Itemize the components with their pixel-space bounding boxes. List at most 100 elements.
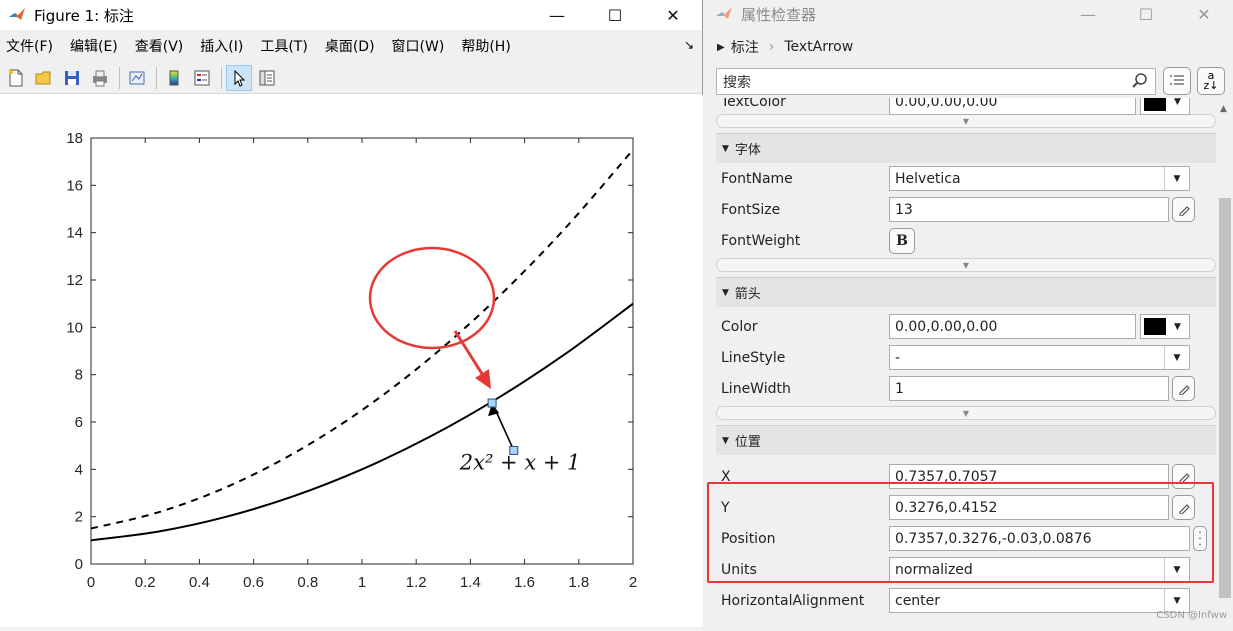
section-font[interactable]: ▼ 字体	[716, 133, 1216, 163]
y-field[interactable]: 0.3276,0.4152	[889, 495, 1169, 520]
linewidth-field[interactable]: 1	[889, 376, 1169, 401]
x-tick-label: 0	[87, 574, 95, 591]
property-row-y: Y 0.3276,0.4152	[716, 492, 1216, 523]
units-dropdown[interactable]: normalized ▼	[889, 557, 1190, 582]
figure-window: Figure 1: 标注 — ☐ ✕ 文件(F) 编辑(E) 查看(V) 插入(…	[0, 0, 703, 627]
textcolor-field[interactable]: 0.00,0.00,0.00	[889, 98, 1136, 115]
color-field[interactable]: 0.00,0.00,0.00	[889, 314, 1136, 339]
property-label: LineWidth	[721, 380, 791, 397]
group-view-button[interactable]	[1163, 67, 1191, 95]
expand-more-button[interactable]: ▼	[716, 258, 1216, 272]
dropdown-arrow-icon[interactable]: ▼	[1164, 167, 1189, 190]
section-arrow[interactable]: ▼ 箭头	[716, 277, 1216, 307]
inspector-scrollbar[interactable]: ▲	[1216, 98, 1233, 627]
fontname-dropdown[interactable]: Helvetica ▼	[889, 166, 1190, 191]
chevron-right-icon: ›	[768, 39, 775, 55]
menu-insert[interactable]: 插入(I)	[200, 39, 244, 55]
dock-arrow-icon[interactable]: ↘	[683, 38, 694, 52]
property-label: FontName	[721, 170, 793, 187]
textcolor-swatch[interactable]: ▼	[1140, 98, 1190, 115]
breadcrumb-item-textarrow[interactable]: TextArrow	[784, 39, 854, 55]
minimize-button[interactable]: —	[549, 5, 565, 25]
expand-more-button[interactable]: ▼	[716, 114, 1216, 128]
edit-button[interactable]	[1172, 197, 1195, 222]
menu-edit[interactable]: 编辑(E)	[69, 39, 118, 55]
new-figure-button[interactable]	[3, 65, 29, 91]
x-tick-label: 0.6	[243, 574, 264, 591]
y-tick-label: 2	[75, 509, 83, 526]
property-row-units: Units normalized ▼	[716, 554, 1216, 585]
toolbar-divider	[156, 66, 157, 89]
selection-handle	[487, 398, 497, 408]
maximize-button[interactable]: ☐	[607, 5, 623, 25]
y-tick-label: 0	[75, 556, 83, 573]
cursor-arrow-icon	[234, 69, 246, 87]
property-row-fontweight: FontWeight B	[716, 225, 1216, 256]
inspector-close-button[interactable]: ✕	[1197, 4, 1211, 24]
edit-button[interactable]	[1172, 495, 1195, 520]
chevron-down-icon: ▼	[962, 408, 970, 418]
figure-title: Figure 1: 标注	[34, 6, 134, 25]
dropdown-arrow-icon[interactable]: ▼	[1164, 346, 1189, 369]
chart-axes: 0 0.2 0.4 0.6 0.8 1 1.2 1.4 1.6 1.8 2 0 2 4 6 8 10 12 14 16…	[66, 130, 637, 591]
link-plot-button[interactable]	[124, 65, 150, 91]
figure-titlebar: Figure 1: 标注	[0, 0, 702, 30]
annotation-label: 2x² + x + 1	[459, 450, 581, 474]
close-button[interactable]: ✕	[666, 5, 680, 25]
print-icon	[93, 70, 107, 86]
toolbar-divider	[221, 66, 222, 89]
section-position[interactable]: ▼ 位置	[716, 425, 1216, 455]
save-button[interactable]	[59, 65, 85, 91]
search-icon[interactable]	[1131, 72, 1149, 90]
edit-plot-button[interactable]	[226, 64, 252, 91]
y-tick-label: 10	[66, 319, 83, 336]
chart-series	[90, 149, 634, 542]
highlight-arrow-line	[453, 330, 486, 378]
color-swatch[interactable]: ▼	[1140, 314, 1190, 339]
sort-az-button[interactable]: a z↓	[1197, 67, 1225, 95]
expand-more-button[interactable]: ▼	[716, 406, 1216, 420]
position-field[interactable]: 0.7357,0.3276,-0.03,0.0876	[889, 526, 1190, 551]
x-tick-label: 1.6	[514, 574, 535, 591]
property-editor-button[interactable]	[254, 65, 280, 91]
legend-button[interactable]	[189, 65, 215, 91]
toolbar-divider	[119, 66, 120, 89]
fontsize-field[interactable]: 13	[889, 197, 1169, 222]
menu-view[interactable]: 查看(V)	[134, 39, 184, 55]
property-panel-icon	[259, 70, 275, 85]
highlight-arrow-head	[475, 369, 491, 389]
linestyle-dropdown[interactable]: - ▼	[889, 345, 1190, 370]
dropdown-arrow-icon[interactable]: ▼	[1164, 589, 1189, 612]
property-row-position: Position 0.7357,0.3276,-0.03,0.0876 · · ·	[716, 523, 1216, 554]
print-button[interactable]	[87, 65, 113, 91]
scroll-up-icon[interactable]: ▲	[1220, 104, 1227, 114]
expand-arrow-icon[interactable]: ▶	[717, 41, 725, 53]
open-file-button[interactable]	[31, 65, 57, 91]
edit-button[interactable]	[1172, 376, 1195, 401]
menu-file[interactable]: 文件(F)	[6, 39, 53, 55]
selection-handle	[509, 445, 519, 455]
inspector-minimize-button[interactable]: —	[1080, 4, 1096, 24]
scroll-thumb[interactable]	[1219, 198, 1231, 598]
inspector-window-controls: — ☐ ✕	[1059, 0, 1233, 28]
solid-series-line	[90, 302, 634, 542]
annotation-arrow-line	[494, 408, 515, 451]
dropdown-arrow-icon[interactable]: ▼	[1164, 558, 1189, 581]
menu-desktop[interactable]: 桌面(D)	[324, 39, 375, 55]
breadcrumb-item-annotation[interactable]: 标注	[730, 40, 759, 56]
y-tick-label: 16	[66, 177, 83, 194]
menu-help[interactable]: 帮助(H)	[461, 39, 511, 55]
inspector-maximize-button[interactable]: ☐	[1138, 4, 1154, 24]
list-view-icon	[1170, 75, 1184, 85]
horizontalalignment-dropdown[interactable]: center ▼	[889, 588, 1190, 613]
search-input[interactable]: 搜索	[716, 68, 1156, 95]
property-label: FontSize	[721, 201, 781, 218]
x-field[interactable]: 0.7357,0.7057	[889, 464, 1169, 489]
colorbar-button[interactable]	[161, 65, 187, 91]
bold-toggle-button[interactable]: B	[889, 227, 915, 254]
more-options-button[interactable]: · · ·	[1193, 526, 1207, 551]
figure-window-controls: — ☐ ✕	[528, 0, 702, 30]
menu-window[interactable]: 窗口(W)	[391, 39, 445, 55]
menu-tools[interactable]: 工具(T)	[260, 39, 308, 55]
property-label: Y	[721, 499, 730, 516]
